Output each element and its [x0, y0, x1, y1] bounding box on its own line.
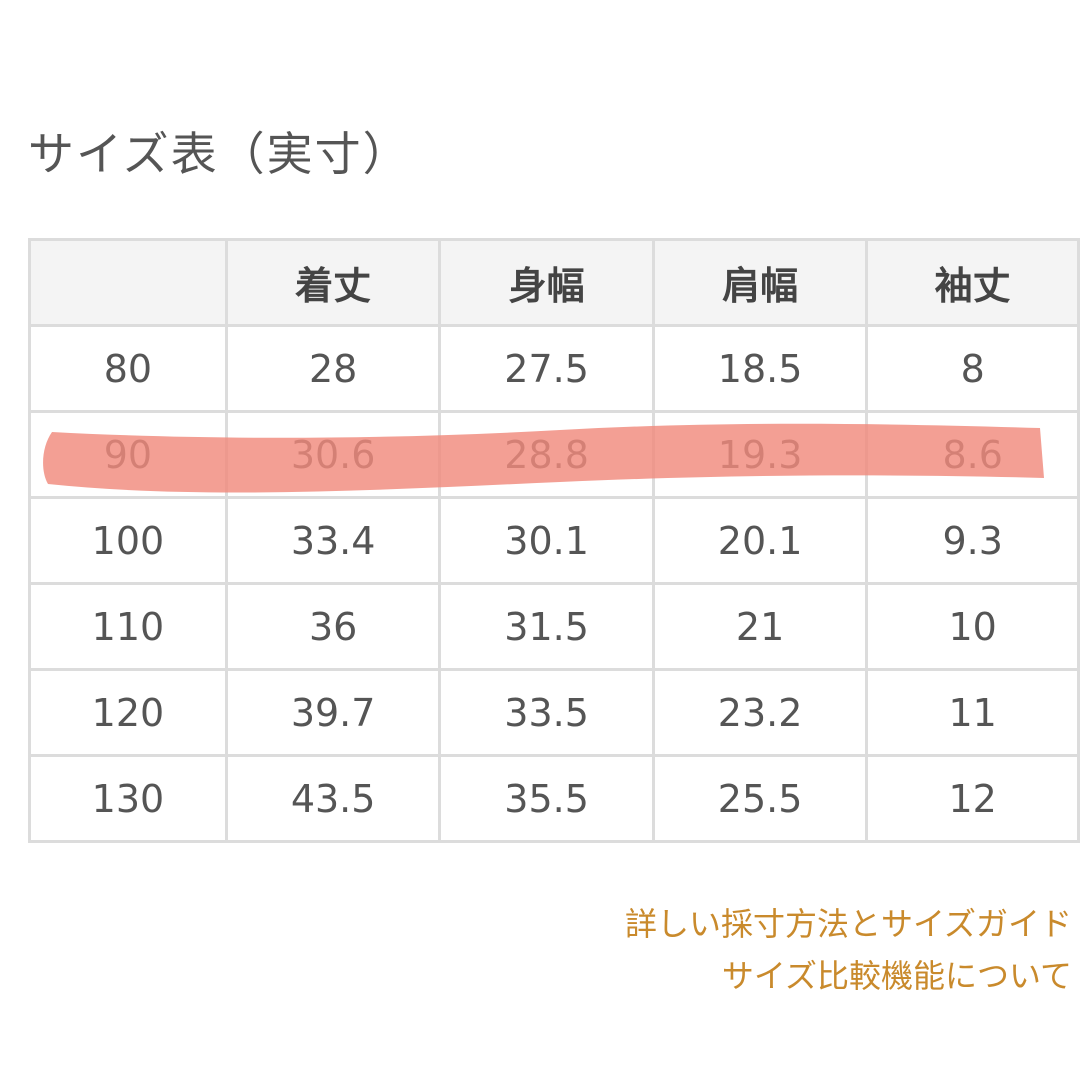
table-row: 100 33.4 30.1 20.1 9.3 — [28, 496, 1080, 585]
table-cell: 27.5 — [438, 324, 655, 413]
table-cell-size: 110 — [28, 582, 228, 671]
header-cell-sleeve: 袖丈 — [865, 238, 1080, 327]
table-cell: 19.3 — [651, 410, 869, 499]
table-cell-size: 90 — [28, 410, 228, 499]
table-cell: 10 — [865, 582, 1080, 671]
table-cell-size: 100 — [28, 496, 228, 585]
table-cell: 9.3 — [865, 496, 1080, 585]
table-cell: 11 — [865, 668, 1080, 757]
table-row-highlighted: 90 30.6 28.8 19.3 8.6 — [28, 410, 1080, 499]
table-cell: 23.2 — [651, 668, 869, 757]
measure-guide-link[interactable]: 詳しい採寸方法とサイズガイド — [624, 905, 1072, 943]
table-row: 120 39.7 33.5 23.2 11 — [28, 668, 1080, 757]
table-cell: 33.5 — [438, 668, 655, 757]
help-links: 詳しい採寸方法とサイズガイド サイズ比較機能について — [625, 898, 1072, 1002]
table-header-row: 着丈 身幅 肩幅 袖丈 — [28, 238, 1080, 327]
table-cell: 12 — [865, 754, 1080, 843]
page-title: サイズ表（実寸） — [28, 127, 411, 181]
table-cell: 25.5 — [651, 754, 869, 843]
table-cell: 21 — [651, 582, 869, 671]
table-cell: 35.5 — [438, 754, 655, 843]
size-table: 着丈 身幅 肩幅 袖丈 80 28 27.5 18.5 8 90 30.6 28… — [28, 238, 1080, 843]
table-cell: 30.1 — [438, 496, 655, 585]
header-cell-width: 身幅 — [438, 238, 655, 327]
table-cell: 28.8 — [438, 410, 655, 499]
table-row: 130 43.5 35.5 25.5 12 — [28, 754, 1080, 843]
header-cell-shoulder: 肩幅 — [651, 238, 869, 327]
table-cell: 20.1 — [651, 496, 869, 585]
table-cell: 8.6 — [865, 410, 1080, 499]
table-cell: 33.4 — [224, 496, 442, 585]
table-row: 80 28 27.5 18.5 8 — [28, 324, 1080, 413]
header-cell-length: 着丈 — [224, 238, 442, 327]
size-compare-link[interactable]: サイズ比較機能について — [721, 957, 1072, 995]
header-cell-size — [28, 238, 228, 327]
table-cell-size: 120 — [28, 668, 228, 757]
table-cell: 39.7 — [224, 668, 442, 757]
table-cell: 43.5 — [224, 754, 442, 843]
table-cell: 31.5 — [438, 582, 655, 671]
table-row: 110 36 31.5 21 10 — [28, 582, 1080, 671]
table-cell: 36 — [224, 582, 442, 671]
table-cell: 30.6 — [224, 410, 442, 499]
table-cell: 8 — [865, 324, 1080, 413]
table-cell-size: 130 — [28, 754, 228, 843]
table-cell: 28 — [224, 324, 442, 413]
table-cell-size: 80 — [28, 324, 228, 413]
table-cell: 18.5 — [651, 324, 869, 413]
